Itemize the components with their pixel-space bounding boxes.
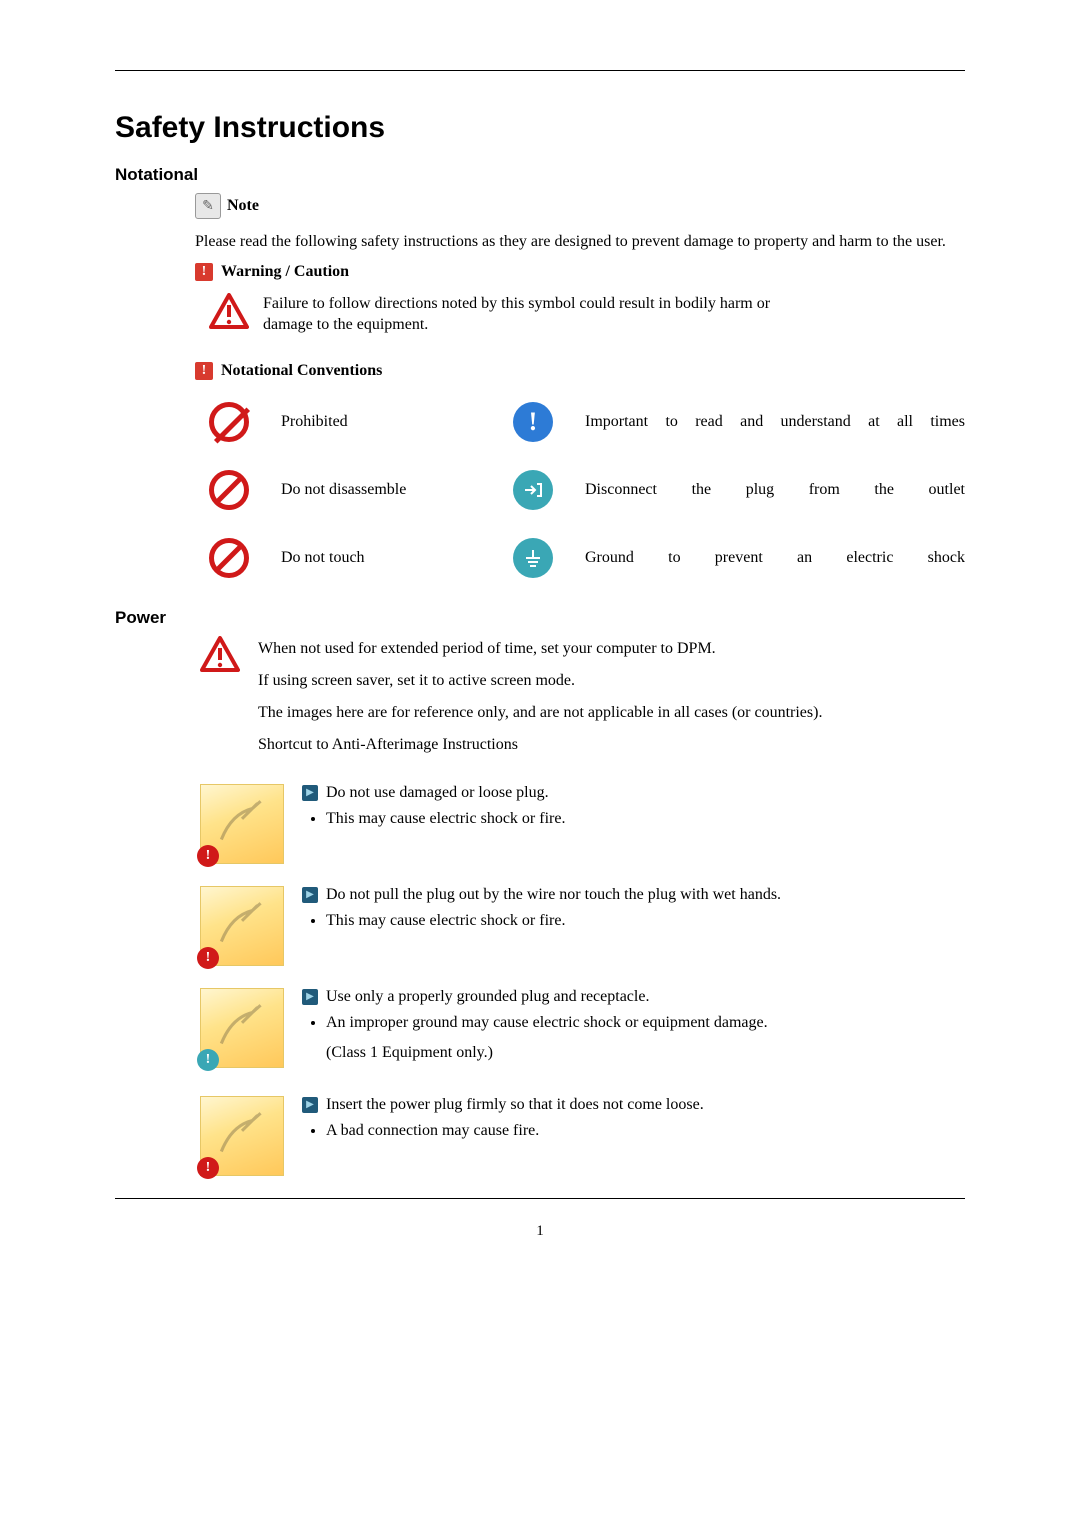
power-item-subtext: (Class 1 Equipment only.) [326,1044,965,1062]
intro-text: Please read the following safety instruc… [195,231,965,253]
power-item-body: ▶ Use only a properly grounded plug and r… [302,988,965,1074]
power-item-subtext: An improper ground may cause electric sh… [326,1014,965,1032]
plug-icon [209,997,275,1059]
top-rule [115,70,965,71]
power-item-head: ▶ Insert the power plug firmly so that it… [302,1096,965,1114]
conventions-grid: Prohibited ! Important to read and under… [209,402,965,578]
power-item: ! ▶ Do not pull the plug out by the wire n… [200,886,965,966]
disassemble-label: Do not disassemble [281,481,501,499]
disassemble-icon [209,470,269,510]
power-item-illustration: ! [200,784,284,864]
page-root: Safety Instructions Notational ✎ Note Pl… [0,0,1080,1280]
disconnect-label: Disconnect the plug from the outlet [585,481,965,499]
power-item-illustration: ! [200,886,284,966]
plug-icon [209,793,275,855]
power-item-subtext: A bad connection may cause fire. [326,1122,965,1140]
power-item: ! ▶ Insert the power plug firmly so that i… [200,1096,965,1176]
power-intro-line-4: Shortcut to Anti-Afterimage Instructions [258,736,822,754]
warning-caution-block: Failure to follow directions noted by th… [209,293,965,336]
power-intro-line-1: When not used for extended period of tim… [258,640,822,658]
power-item-sublist: This may cause electric shock or fire. [326,810,965,828]
power-block: When not used for extended period of tim… [230,636,965,1176]
page-title: Safety Instructions [115,111,965,145]
power-item-subtext: This may cause electric shock or fire. [326,912,965,930]
notational-conventions-row: ! Notational Conventions [195,362,965,380]
power-item-title: Do not use damaged or loose plug. [326,784,549,802]
warning-caution-row: ! Warning / Caution [195,263,965,281]
prohibited-icon [209,402,269,442]
bottom-rule [115,1198,965,1199]
touch-icon [209,538,269,578]
arrow-icon: ▶ [302,989,318,1005]
power-item-title: Do not pull the plug out by the wire nor… [326,886,781,904]
arrow-icon: ▶ [302,785,318,801]
arrow-icon: ▶ [302,887,318,903]
power-item-title: Use only a properly grounded plug and re… [326,988,649,1006]
power-item-title: Insert the power plug firmly so that it … [326,1096,704,1114]
note-row: ✎ Note [195,193,965,219]
power-item-body: ▶ Do not use damaged or loose plug. This m… [302,784,965,840]
power-item-head: ▶ Do not pull the plug out by the wire no… [302,886,965,904]
touch-label: Do not touch [281,549,501,567]
power-item-body: ▶ Do not pull the plug out by the wire no… [302,886,965,942]
prohibited-label: Prohibited [281,413,501,431]
bang-icon: ! [195,263,213,281]
power-intro-line-3: The images here are for reference only, … [258,704,822,722]
disconnect-icon [513,470,573,510]
power-item-subtext: This may cause electric shock or fire. [326,810,965,828]
power-item-sublist: This may cause electric shock or fire. [326,912,965,930]
warning-caution-text: Failure to follow directions noted by th… [263,293,783,336]
power-item-sublist: A bad connection may cause fire. [326,1122,965,1140]
power-intro-text: When not used for extended period of tim… [258,636,822,768]
warning-caution-label: Warning / Caution [221,263,349,281]
page-number: 1 [115,1223,965,1240]
arrow-icon: ▶ [302,1097,318,1113]
warning-triangle-icon [200,636,240,672]
notational-conventions-label: Notational Conventions [221,362,382,380]
power-item: ! ▶ Use only a properly grounded plug and … [200,988,965,1074]
section-power-heading: Power [115,608,965,628]
important-icon: ! [513,402,573,442]
section-notational-heading: Notational [115,165,965,185]
pencil-icon: ✎ [195,193,221,219]
power-intro-line-2: If using screen saver, set it to active … [258,672,822,690]
notational-block: ✎ Note Please read the following safety … [195,193,965,578]
note-label: Note [227,197,259,215]
power-items-container: ! ▶ Do not use damaged or loose plug. This … [200,784,965,1176]
power-item-head: ▶ Use only a properly grounded plug and r… [302,988,965,1006]
power-item-body: ▶ Insert the power plug firmly so that it… [302,1096,965,1152]
power-item-illustration: ! [200,988,284,1068]
important-label: Important to read and understand at all … [585,413,965,431]
power-item-head: ▶ Do not use damaged or loose plug. [302,784,965,802]
ground-icon [513,538,573,578]
plug-icon [209,1105,275,1167]
power-item: ! ▶ Do not use damaged or loose plug. This … [200,784,965,864]
plug-icon [209,895,275,957]
power-warning-block: When not used for extended period of tim… [200,636,965,768]
power-item-illustration: ! [200,1096,284,1176]
bang-icon: ! [195,362,213,380]
warning-triangle-icon [209,293,249,329]
power-item-sublist: An improper ground may cause electric sh… [326,1014,965,1062]
ground-label: Ground to prevent an electric shock [585,549,965,567]
